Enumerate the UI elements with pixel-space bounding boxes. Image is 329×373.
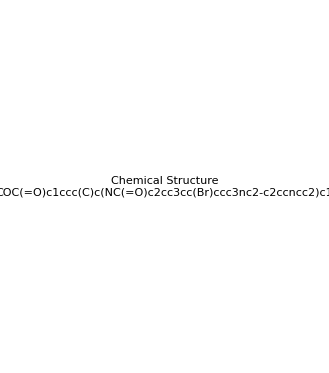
Text: Chemical Structure
COC(=O)c1ccc(C)c(NC(=O)c2cc3cc(Br)ccc3nc2-c2ccncc2)c1: Chemical Structure COC(=O)c1ccc(C)c(NC(=… xyxy=(0,176,329,197)
